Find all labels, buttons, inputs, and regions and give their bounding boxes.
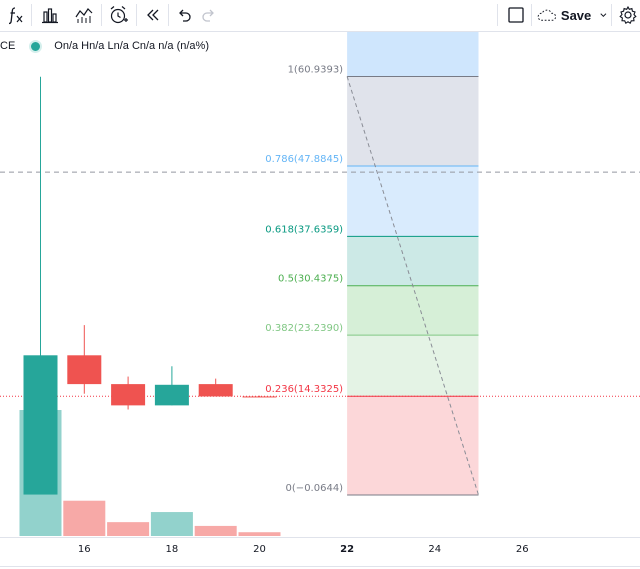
fib-zone [347,396,479,495]
fib-level-label: 0(−0.0644) [286,483,344,494]
volume-bar [107,522,150,536]
fib-level-label: 0.618(37.6359) [265,224,343,235]
time-tick-label: 22 [340,544,354,555]
settings-button[interactable] [616,0,640,30]
fib-zone [347,236,479,286]
volume-bar [194,525,237,536]
chevron-down-icon [600,13,607,18]
fib-zone [347,335,479,397]
layout-button[interactable] [503,0,529,30]
indicators-button[interactable] [2,0,30,30]
rewind-icon [147,9,159,21]
redo-button[interactable] [197,0,221,30]
candle-body [154,384,189,406]
candle-body [198,384,233,397]
undo-button[interactable] [172,0,196,30]
save-button[interactable]: Save [536,0,608,30]
symbol-name[interactable]: CE [0,40,16,52]
gear-icon [619,5,637,25]
time-axis: 16 18 20 22 24 26 [0,537,640,567]
replay-button[interactable] [140,0,166,30]
fib-trend-line[interactable] [346,76,479,496]
alarm-clock-icon [110,6,128,24]
time-tick-label: 16 [78,544,91,555]
undo-icon [179,9,191,22]
volume-bars [19,410,281,536]
candle-body [23,355,58,495]
fib-level-label: 0.236(14.3325) [265,384,343,395]
bar-chart-icon [42,8,58,24]
fib-level-label: 0.5(30.4375) [278,274,343,285]
cloud-icon [537,9,557,21]
square-icon [508,7,524,23]
fib-level-label: 0.382(23.2390) [265,323,343,334]
fib-zone [347,166,479,237]
status-dot-icon [29,39,43,53]
fib-level-label: 0.786(47.8845) [265,154,343,165]
chart-type-button[interactable] [36,0,64,30]
fib-zone [347,76,479,167]
fx-icon [8,7,23,25]
price-chart[interactable]: 1(60.9393) 0.786(47.8845) 0.618(37.6359) 0.… [0,32,640,569]
alert-button[interactable] [105,0,133,30]
save-label: Save [560,7,592,23]
fibonacci-retracement[interactable]: 1(60.9393) 0.786(47.8845) 0.618(37.6359) 0.… [0,32,640,496]
time-tick-label: 24 [428,544,441,555]
ohlc-values: On/a Hn/a Ln/a Cn/a n/a (n/a%) [54,40,209,52]
volume-bar [63,500,106,536]
time-tick-label: 20 [253,544,266,555]
volume-bar [150,512,193,536]
volume-bar [238,532,281,536]
time-tick-label: 18 [166,544,179,555]
candle-body [67,355,102,385]
redo-icon [202,9,214,22]
fib-zone-top [347,32,479,77]
fib-zone [347,285,479,336]
top-toolbar: Save [0,0,640,32]
line-chart-icon [75,8,93,23]
candlesticks [23,76,277,495]
fib-level-label: 1(60.9393) [288,65,344,76]
time-tick-label: 26 [516,544,529,555]
candle-body [242,396,277,398]
candle-body [111,384,146,406]
compare-button[interactable] [70,0,98,30]
symbol-legend: CE On/a Hn/a Ln/a Cn/a n/a (n/a%) [0,38,209,54]
